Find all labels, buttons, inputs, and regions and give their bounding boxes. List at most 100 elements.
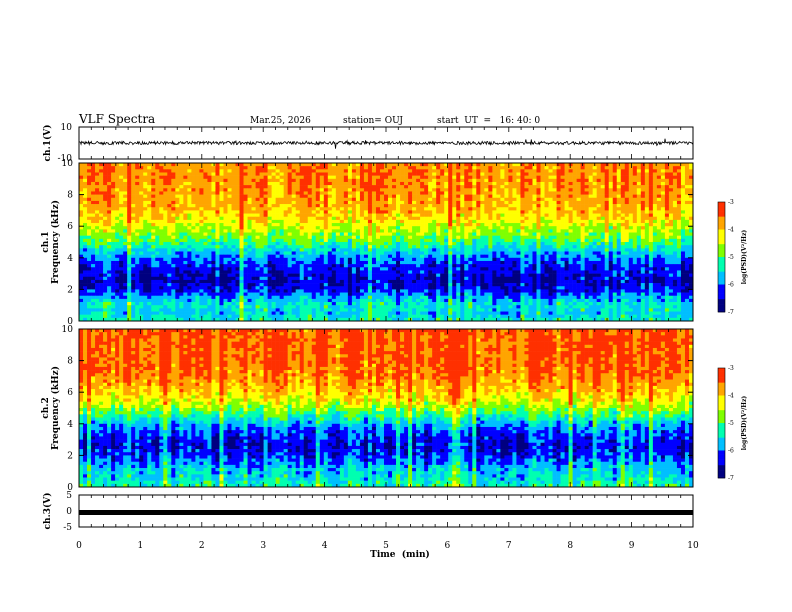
spectrogram-cell [131, 207, 136, 211]
spectrogram-cell [383, 264, 389, 268]
spectrogram-cell [548, 197, 553, 202]
spectrogram-cell [87, 257, 92, 262]
spectrogram-cell [548, 251, 553, 255]
spectrogram-cell [616, 169, 622, 173]
spectrogram-cell [684, 251, 690, 255]
spectrogram-cell [648, 210, 654, 214]
spectrogram-cell [420, 257, 425, 262]
spectrogram-cell [496, 248, 501, 252]
spectrogram-cell [239, 169, 244, 173]
spectrogram-cell [548, 166, 553, 170]
spectrogram-cell [580, 175, 585, 180]
spectrogram-cell [227, 207, 232, 211]
spectrogram-cell [616, 238, 622, 243]
spectrogram-cell [636, 251, 642, 255]
spectrogram-cell [644, 185, 650, 189]
spectrogram-cell [283, 226, 288, 230]
spectrogram-cell [287, 226, 292, 230]
spectrogram-cell [424, 219, 429, 224]
spectrogram-cell [528, 248, 533, 252]
spectrogram-cell [379, 264, 385, 268]
spectrogram-cell [299, 185, 305, 189]
spectrogram-cell [215, 188, 220, 192]
spectrogram-cell [211, 229, 216, 233]
spectrogram-cell [355, 251, 361, 255]
spectrogram-cell [199, 254, 204, 259]
spectrogram-cell [552, 191, 557, 195]
spectrogram-cell [131, 191, 136, 195]
spectrogram-cell [283, 232, 288, 236]
spectrogram-cell [504, 178, 509, 183]
spectrogram-cell [556, 216, 561, 221]
spectrogram-cell [440, 204, 445, 208]
spectrogram-cell [476, 226, 481, 230]
spectrogram-cell [576, 226, 581, 230]
spectrogram-cell [87, 204, 92, 208]
spectrogram-cell [307, 204, 313, 208]
spectrogram-cell [227, 172, 232, 176]
spectrogram-cell [159, 219, 164, 224]
spectrogram-cell [480, 169, 485, 173]
spectrogram-cell [524, 260, 529, 265]
spectrogram-cell [351, 163, 357, 167]
spectrogram-cell [516, 178, 521, 183]
spectrogram-cell [400, 172, 405, 176]
spectrogram-cell [648, 238, 654, 243]
spectrogram-cell [327, 242, 333, 246]
spectrogram-cell [99, 260, 104, 265]
spectrogram-cell [504, 210, 509, 214]
spectrogram-cell [596, 254, 601, 259]
spectrogram-cell [444, 242, 449, 246]
spectrogram-cell [243, 229, 248, 233]
spectrogram-cell [83, 178, 88, 183]
spectrogram-cell [432, 194, 437, 199]
spectrogram-cell [544, 219, 549, 224]
spectrogram-cell [223, 216, 228, 221]
spectrogram-cell [311, 232, 317, 236]
spectrogram-cell [159, 238, 164, 243]
spectrogram-cell [315, 163, 321, 167]
figure-title: VLF Spectra [78, 112, 155, 126]
spectrogram-cell [528, 216, 533, 221]
spectrogram-cell [448, 223, 453, 227]
spectrogram-cell [396, 213, 401, 218]
spectrogram-cell [468, 210, 473, 214]
spectrogram-cell [408, 260, 413, 265]
spectrogram-cell [99, 245, 104, 249]
spectrogram-cell [492, 213, 497, 218]
spectrogram-cell [524, 188, 529, 192]
spectrogram-cell [99, 166, 104, 170]
spectrogram-cell [544, 181, 549, 186]
spectrogram-cell [219, 188, 224, 192]
spectrogram-cell [291, 181, 296, 186]
spectrogram-cell [472, 181, 477, 186]
spectrogram-cell [135, 245, 140, 249]
spectrogram-cell [652, 175, 658, 180]
spectrogram-cell [367, 185, 373, 189]
spectrogram-cell [456, 251, 461, 255]
spectrogram-cell [287, 163, 292, 167]
spectrogram-cell [460, 200, 465, 205]
spectrogram-cell [215, 245, 220, 249]
spectrogram-cell [540, 232, 545, 236]
spectrogram-cell [608, 166, 614, 170]
spectrogram-cell [323, 169, 329, 173]
spectrogram-cell [536, 163, 541, 167]
spectrogram-cell [388, 226, 393, 230]
spectrogram-cell [568, 229, 573, 233]
spectrogram-cell [536, 238, 541, 243]
spectrogram-cell [107, 242, 112, 246]
spectrogram-cell [163, 178, 168, 183]
spectrogram-cell [191, 264, 196, 268]
spectrogram-cell [600, 207, 606, 211]
spectrogram-cell [247, 200, 252, 205]
spectrogram-cell [87, 251, 92, 255]
spectrogram-cell [604, 200, 610, 205]
spectrogram-cell [139, 188, 144, 192]
spectrogram-cell [227, 232, 232, 236]
spectrogram-cell [488, 197, 493, 202]
spectrogram-cell [267, 238, 272, 243]
spectrogram-cell [167, 216, 172, 221]
spectrogram-cell [371, 223, 377, 227]
spectrogram-cell [323, 260, 329, 265]
